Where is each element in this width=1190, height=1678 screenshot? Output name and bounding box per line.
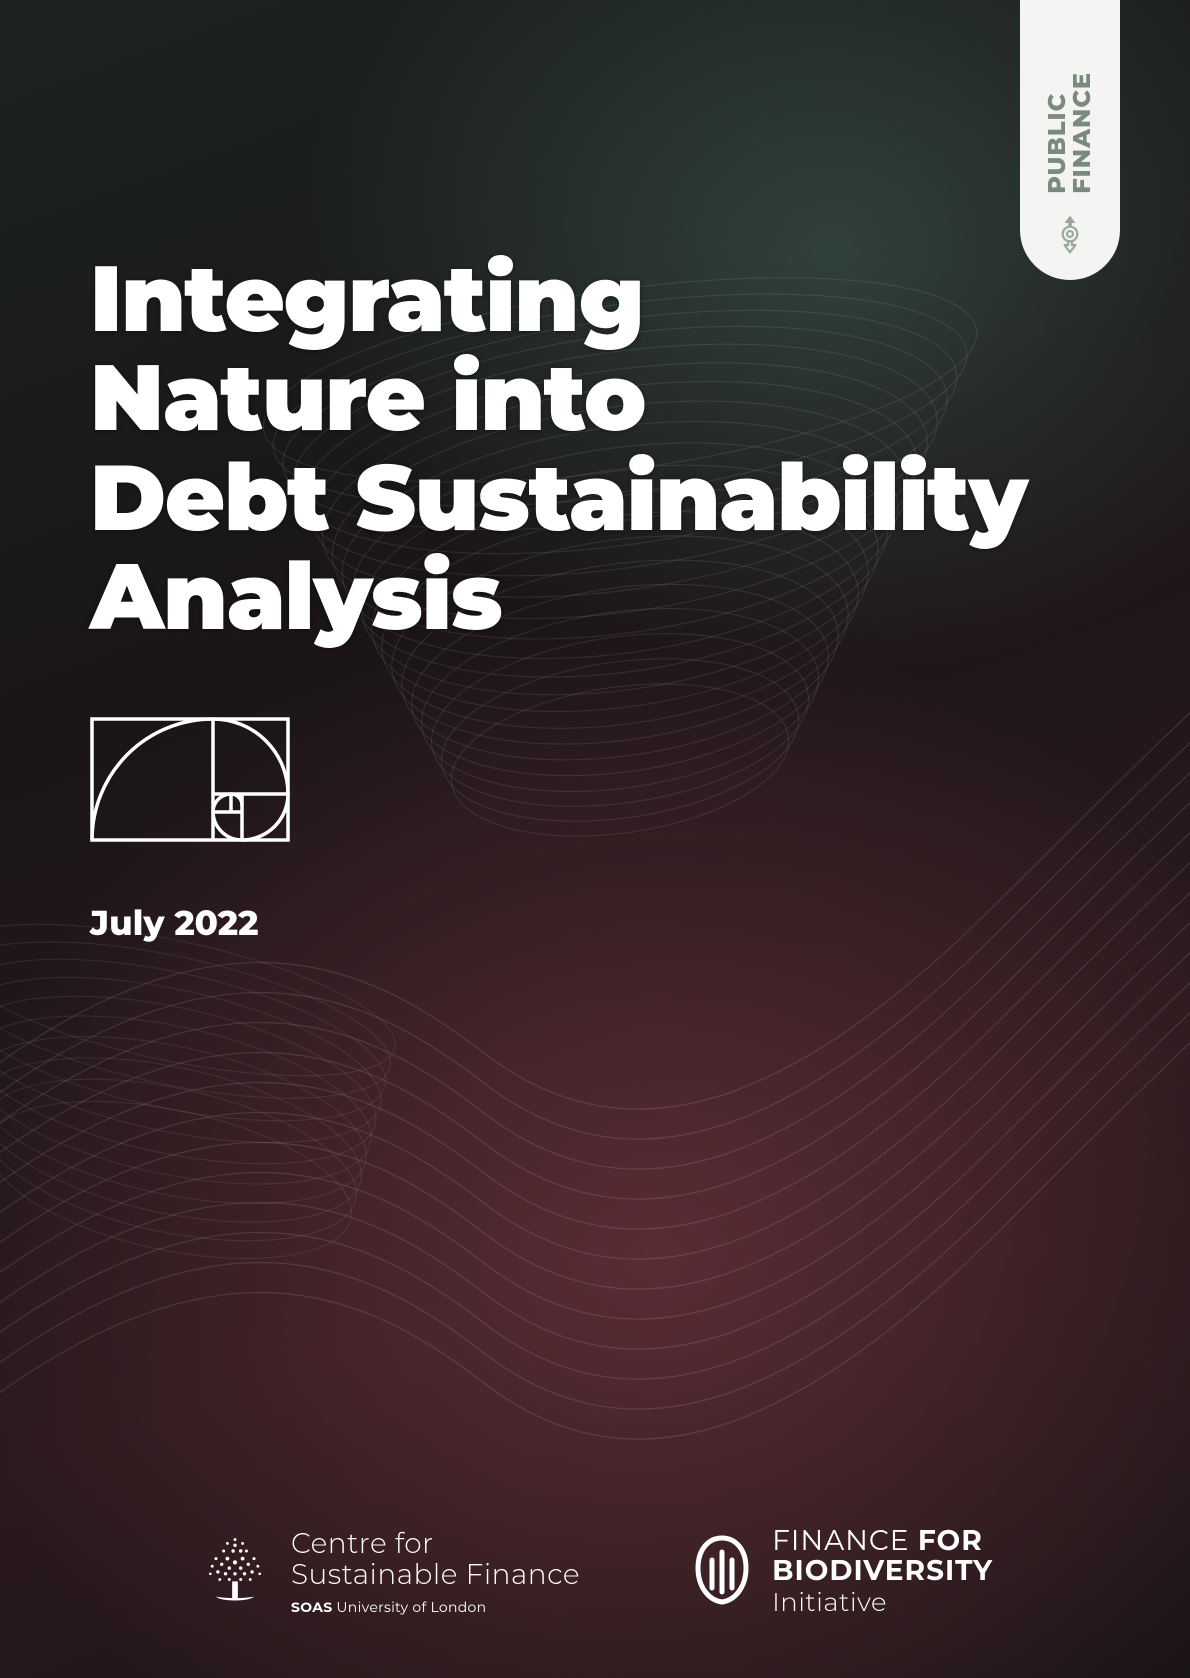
document-title: Integrating Nature into Debt Sustainabil…: [90, 250, 1090, 647]
title-line-2: Nature into: [90, 342, 645, 454]
title-line-3: Debt Sustainability: [90, 442, 1027, 554]
f4b-text: FINANCE FOR BIODIVERSITY Initiative: [772, 1527, 993, 1618]
csf-text: Centre for Sustainable Finance SOAS Univ…: [291, 1529, 580, 1617]
logo-f4b: FINANCE FOR BIODIVERSITY Initiative: [690, 1527, 993, 1618]
public-finance-icon: [1048, 212, 1092, 256]
partner-logos: Centre for Sustainable Finance SOAS Univ…: [0, 1527, 1190, 1618]
f4b-line2: BIODIVERSITY: [772, 1554, 993, 1588]
publication-date: July 2022: [90, 902, 1100, 944]
badge-label: PUBLIC FINANCE: [1045, 72, 1095, 194]
csf-sub-rest: University of London: [332, 1598, 486, 1616]
csf-name-line2: Sustainable Finance: [291, 1558, 580, 1592]
title-line-4: Analysis: [90, 541, 502, 653]
title-line-1: Integrating: [90, 243, 643, 355]
f4b-line3: Initiative: [772, 1586, 993, 1618]
logo-csf: Centre for Sustainable Finance SOAS Univ…: [197, 1529, 580, 1617]
csf-name-line1: Centre for: [291, 1527, 434, 1561]
cover-content: Integrating Nature into Debt Sustainabil…: [0, 0, 1190, 1678]
csf-tree-icon: [197, 1532, 273, 1613]
csf-sub-bold: SOAS: [291, 1598, 332, 1616]
fibonacci-icon: [90, 717, 290, 842]
public-finance-badge: PUBLIC FINANCE: [1020, 0, 1120, 280]
badge-line2: FINANCE: [1068, 72, 1097, 194]
f4b-icon: [690, 1528, 754, 1617]
